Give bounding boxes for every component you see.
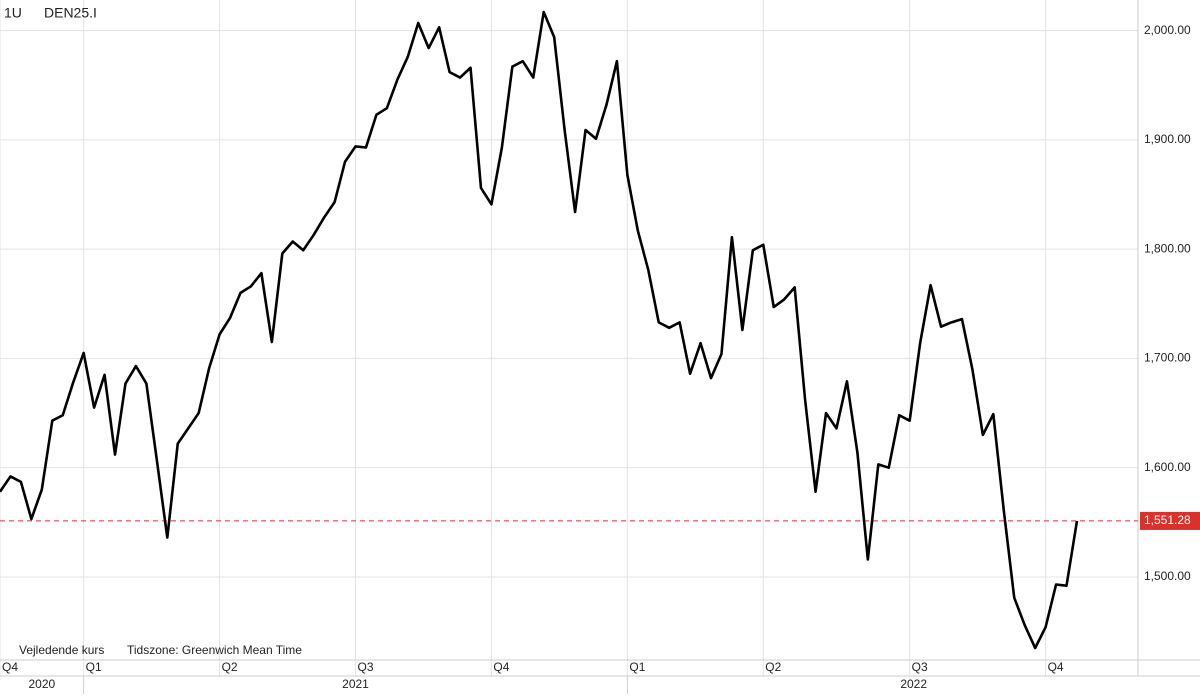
- year-label: 2020: [28, 677, 55, 691]
- last-price-label: 1,551.28: [1144, 513, 1191, 527]
- y-tick-label: 1,900.00: [1144, 132, 1191, 146]
- year-label: 2022: [900, 677, 927, 691]
- y-tick-label: 1,800.00: [1144, 241, 1191, 255]
- note: Tidszone: Greenwich Mean Time: [127, 643, 302, 657]
- x-tick-label: Q4: [2, 660, 18, 674]
- x-tick-label: Q3: [912, 660, 928, 674]
- y-tick-label: 2,000.00: [1144, 23, 1191, 37]
- x-tick-label: Q1: [629, 660, 645, 674]
- y-tick-label: 1,500.00: [1144, 569, 1191, 583]
- price-line: [0, 10, 1079, 650]
- note: Vejledende kurs: [19, 643, 104, 657]
- instrument-label: DEN25.I: [44, 5, 97, 21]
- x-tick-label: Q3: [358, 660, 374, 674]
- x-tick-label: Q4: [493, 660, 509, 674]
- period-label: 1U: [4, 5, 22, 21]
- y-tick-label: 1,700.00: [1144, 351, 1191, 365]
- x-tick-label: Q2: [222, 660, 238, 674]
- x-tick-label: Q2: [765, 660, 781, 674]
- x-tick-label: Q4: [1048, 660, 1064, 674]
- year-label: 2021: [342, 677, 369, 691]
- last-price-box: [1140, 511, 1200, 530]
- x-tick-label: Q1: [86, 660, 102, 674]
- y-tick-label: 1,600.00: [1144, 460, 1191, 474]
